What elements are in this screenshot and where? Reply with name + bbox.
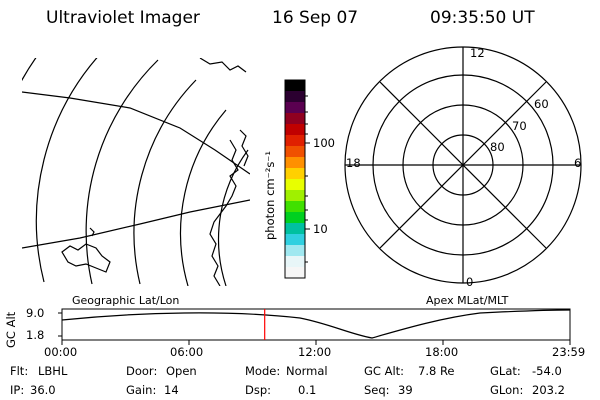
colorbar-tick-label: 100: [313, 136, 335, 150]
geographic-map: [22, 58, 250, 286]
altitude-xtick: 23:59: [552, 345, 586, 359]
latitude-arc: [179, 109, 227, 286]
altitude-plot-ticks: [58, 312, 571, 345]
latitude-arc: [35, 58, 98, 283]
coastline: [199, 58, 247, 73]
mlat-label: 70: [512, 119, 527, 133]
colorbar-segment: [285, 146, 305, 158]
colorbar: [285, 80, 305, 279]
colorbar-segment: [285, 212, 305, 224]
colorbar-segment: [285, 168, 305, 180]
door-value: Open: [166, 364, 197, 378]
altitude-ylabel: GC Alt: [4, 311, 18, 348]
colorbar-segment: [285, 234, 305, 246]
altitude-xtick: 18:00: [425, 345, 459, 359]
colorbar-segment: [285, 179, 305, 191]
altitude-xtick: 12:00: [298, 345, 332, 359]
coastline: [209, 139, 239, 286]
colorbar-segment: [285, 190, 305, 202]
filter-value: LBHL: [38, 364, 68, 378]
mlt-meridian: [379, 81, 547, 249]
ip-label: IP:: [10, 383, 25, 397]
mlt-label-bottom: 0: [466, 275, 474, 289]
glon-value: 203.2: [532, 383, 565, 397]
instrument-title: Ultraviolet Imager: [46, 8, 200, 28]
ip-value: 36.0: [30, 383, 56, 397]
colorbar-segment: [285, 135, 305, 147]
dsp-value: 0.1: [298, 383, 317, 397]
meridian-line: [22, 91, 250, 175]
coastline: [89, 227, 95, 237]
mlt-label-left: 18: [346, 156, 361, 170]
altitude-curve: [61, 309, 571, 339]
colorbar-segment: [285, 113, 305, 125]
seq-value: 39: [398, 383, 413, 397]
gc-alt-value: 7.8 Re: [418, 364, 455, 378]
colorbar-unit-label: photon cm⁻²s⁻¹: [263, 151, 277, 240]
colorbar-segment: [285, 157, 305, 169]
latitude-arc: [22, 58, 37, 82]
colorbar-segment: [285, 80, 305, 92]
colorbar-tick-label: 10: [313, 222, 328, 236]
colorbar-segment: [285, 91, 305, 103]
colorbar-ticks: [305, 95, 310, 263]
altitude-xtick: 00:00: [44, 345, 78, 359]
coastline: [239, 129, 249, 167]
colorbar-frame: [284, 79, 306, 279]
latitude-arc: [217, 149, 249, 286]
mlat-label: 60: [534, 97, 549, 111]
gain-value: 14: [164, 383, 179, 397]
colorbar-segment: [285, 267, 305, 279]
gain-label: Gain:: [126, 383, 157, 397]
latitude-arc: [133, 79, 197, 285]
altitude-ytick: 1.8: [26, 328, 45, 342]
gc-alt-label: GC Alt:: [364, 364, 405, 378]
door-label: Door:: [126, 364, 158, 378]
geographic-caption: Geographic Lat/Lon: [72, 294, 180, 307]
altitude-xtick: 06:00: [170, 345, 204, 359]
colorbar-segment: [285, 124, 305, 136]
polar-grid: [344, 46, 582, 284]
colorbar-segment: [285, 245, 305, 257]
dsp-label: Dsp:: [245, 383, 272, 397]
colorbar-segment: [285, 201, 305, 213]
colorbar-segment: [285, 256, 305, 268]
apex-caption: Apex MLat/MLT: [426, 294, 509, 307]
mlt-label-right: 6: [574, 156, 582, 170]
glat-label: GLat:: [490, 364, 521, 378]
seq-label: Seq:: [364, 383, 390, 397]
colorbar-segment: [285, 223, 305, 235]
glat-value: -54.0: [532, 364, 562, 378]
mode-label: Mode:: [245, 364, 281, 378]
latitude-arc: [85, 59, 159, 285]
filter-label: Flt:: [10, 364, 29, 378]
mode-value: Normal: [286, 364, 328, 378]
mlat-label: 80: [490, 140, 505, 154]
altitude-ytick: 9.0: [26, 306, 45, 320]
altitude-plot-frame: [61, 308, 571, 341]
colorbar-segment: [285, 102, 305, 114]
glon-label: GLon:: [490, 383, 524, 397]
time-label: 09:35:50 UT: [430, 8, 535, 28]
meridian-line: [22, 199, 250, 249]
date-label: 16 Sep 07: [272, 8, 359, 28]
coastline: [61, 243, 111, 273]
mlt-label-top: 12: [470, 46, 485, 60]
